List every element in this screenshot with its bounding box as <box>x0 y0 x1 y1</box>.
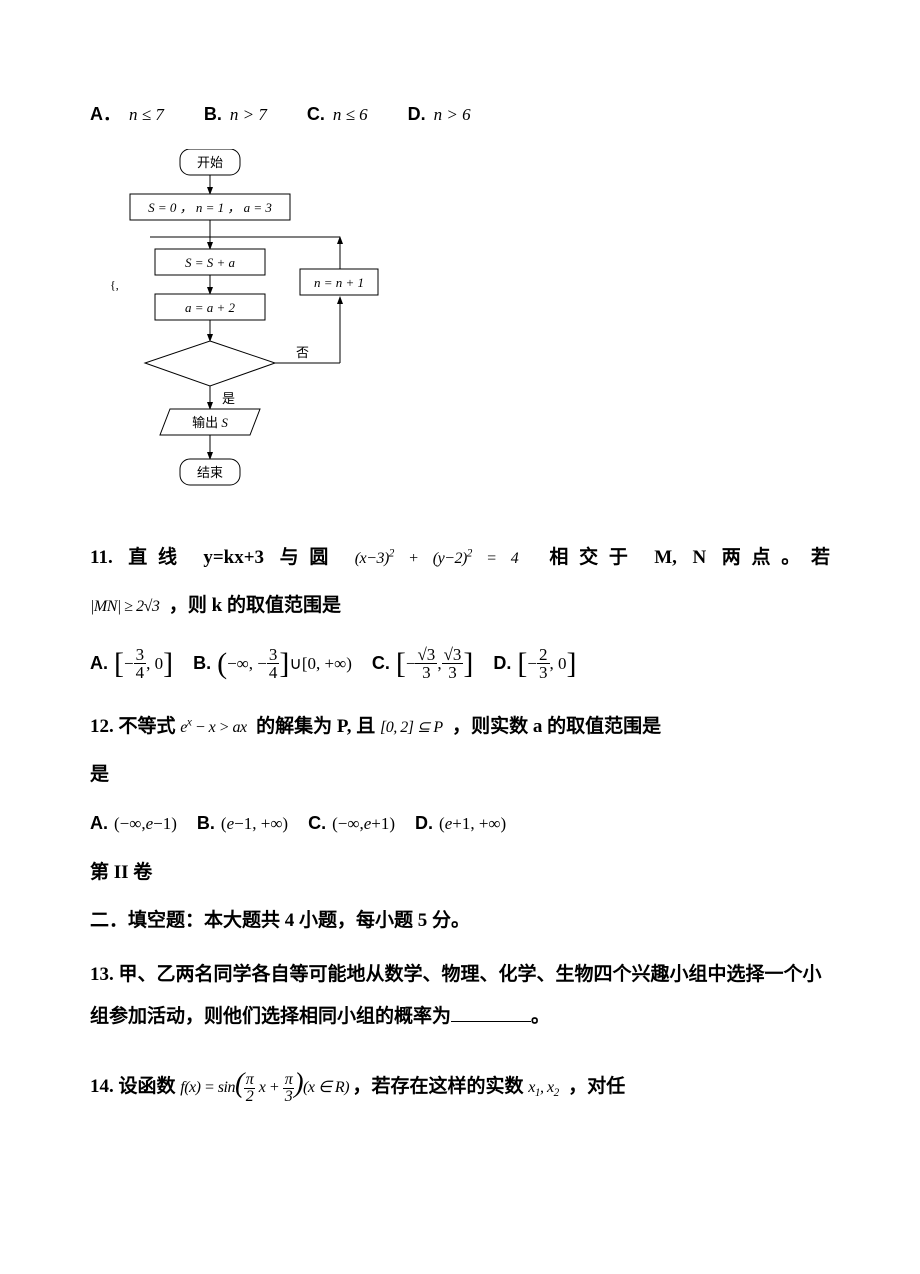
opt-math: (e+1, +∞) <box>439 810 506 837</box>
q14-prefix: 14. 设函数 <box>90 1076 176 1097</box>
q14-suffix: ，对任 <box>568 1076 625 1097</box>
q10-opt-d: D. n > 6 <box>408 100 471 129</box>
q13-suffix: 。 <box>531 1006 550 1027</box>
node-inca: a = a + 2 <box>185 300 236 315</box>
opt-label: A. <box>90 649 108 678</box>
opt-label: C. <box>308 809 326 838</box>
opt-math: [−34, 0] <box>114 640 173 688</box>
opt-label: A. <box>90 809 108 838</box>
q11-cond: |MN| ≥ 2√3 <box>90 598 159 615</box>
q11-text: 11. 直线 y=kx+3 与圆 (x−3)2 + (y−2)2 = 4 相交于… <box>90 539 830 577</box>
q11-opt-b: B. (−∞, −34]∪[0, +∞) <box>193 640 352 688</box>
opt-label: C. <box>307 100 325 129</box>
stray-mark: {, <box>110 278 119 292</box>
opt-label: C. <box>372 649 390 678</box>
section-head-1: 第 II 卷 <box>90 858 830 888</box>
q12-ineq: ex − x > ax <box>180 719 246 736</box>
opt-math: [−23, 0] <box>517 640 576 688</box>
q12-options: A. (−∞, e−1) B. (e−1, +∞) C. (−∞, e+1) D… <box>90 809 830 838</box>
q12-prefix: 12. 不等式 <box>90 716 176 737</box>
q11-circle-eq: (x−3)2 + (y−2)2 = 4 <box>355 550 519 567</box>
q12-opt-b: B. (e−1, +∞) <box>197 809 288 838</box>
q14-text: 14. 设函数 f(x) = sin(π2 x + π3)(x ∈ R) ，若存… <box>90 1056 830 1112</box>
q12-cond: [0, 2] ⊆ P <box>380 719 443 736</box>
opt-label: B. <box>204 100 222 129</box>
q10-opt-c: C. n ≤ 6 <box>307 100 368 129</box>
q12-text: 12. 不等式 ex − x > ax 的解集为 P, 且 [0, 2] ⊆ P… <box>90 708 830 746</box>
node-start: 开始 <box>197 155 223 170</box>
opt-math: n > 6 <box>434 101 471 128</box>
q11-text2: |MN| ≥ 2√3 ，则 k 的取值范围是 <box>90 587 830 625</box>
opt-math: n ≤ 6 <box>333 101 368 128</box>
opt-label: D. <box>415 809 433 838</box>
q12-text2: 是 <box>90 756 830 794</box>
opt-label: D. <box>408 100 426 129</box>
section-head-2: 二．填空题：本大题共 4 小题，每小题 5 分。 <box>90 906 830 936</box>
q12-suffix: ，则实数 a 的取值范围是 <box>452 716 661 737</box>
q11-opt-d: D. [−23, 0] <box>493 640 576 688</box>
opt-math: n > 7 <box>230 101 267 128</box>
opt-math: (−∞, e−1) <box>114 810 177 837</box>
q10-options: A． n ≤ 7 B. n > 7 C. n ≤ 6 D. n > 6 <box>90 100 830 129</box>
opt-label: B. <box>193 649 211 678</box>
node-init: S = 0 ， n = 1 ， a = 3 <box>148 200 272 215</box>
opt-label: D. <box>493 649 511 678</box>
q11-opt-c: C. [−√33, √33] <box>372 640 474 688</box>
opt-math: (−∞, e+1) <box>332 810 395 837</box>
node-end: 结束 <box>197 465 223 480</box>
node-output: 输出 S <box>192 415 228 430</box>
q14-middle: ，若存在这样的实数 <box>353 1076 524 1097</box>
q12-opt-d: D. (e+1, +∞) <box>415 809 506 838</box>
q10-opt-b: B. n > 7 <box>204 100 267 129</box>
cond-no-label: 否 <box>296 345 309 360</box>
q13-body: 13. 甲、乙两名同学各自等可能地从数学、物理、化学、生物四个兴趣小组中选择一个… <box>90 964 822 1027</box>
q12-opt-c: C. (−∞, e+1) <box>308 809 395 838</box>
flowchart: 开始 S = 0 ， n = 1 ， a = 3 S = S + a a = a… <box>110 149 830 509</box>
opt-label: B. <box>197 809 215 838</box>
q11-options: A. [−34, 0] B. (−∞, −34]∪[0, +∞) C. [−√3… <box>90 640 830 688</box>
node-sum: S = S + a <box>185 255 236 270</box>
q14-vars: x1, x2 <box>528 1079 558 1096</box>
node-incn: n = n + 1 <box>314 275 364 290</box>
q10-opt-a: A． n ≤ 7 <box>90 100 164 129</box>
q11-opt-a: A. [−34, 0] <box>90 640 173 688</box>
q11-middle: 相交于 M, N 两点。若 <box>549 547 830 568</box>
q12-middle: 的解集为 P, 且 <box>256 716 375 737</box>
opt-label: A． <box>90 100 121 129</box>
opt-math: n ≤ 7 <box>129 101 164 128</box>
q11-suffix: ，则 k 的取值范围是 <box>169 595 341 616</box>
cond-yes-label: 是 <box>222 391 235 406</box>
q12-opt-a: A. (−∞, e−1) <box>90 809 177 838</box>
opt-math: [−√33, √33] <box>396 640 474 688</box>
opt-math: (e−1, +∞) <box>221 810 288 837</box>
opt-math: (−∞, −34]∪[0, +∞) <box>217 640 352 688</box>
flowchart-svg: 开始 S = 0 ， n = 1 ， a = 3 S = S + a a = a… <box>110 149 390 509</box>
q11-prefix: 11. 直线 y=kx+3 与圆 <box>90 547 339 568</box>
blank-underline <box>451 1021 531 1022</box>
q13-text: 13. 甲、乙两名同学各自等可能地从数学、物理、化学、生物四个兴趣小组中选择一个… <box>90 954 830 1038</box>
q14-func: f(x) = sin(π2 x + π3)(x ∈ R) <box>180 1079 352 1096</box>
